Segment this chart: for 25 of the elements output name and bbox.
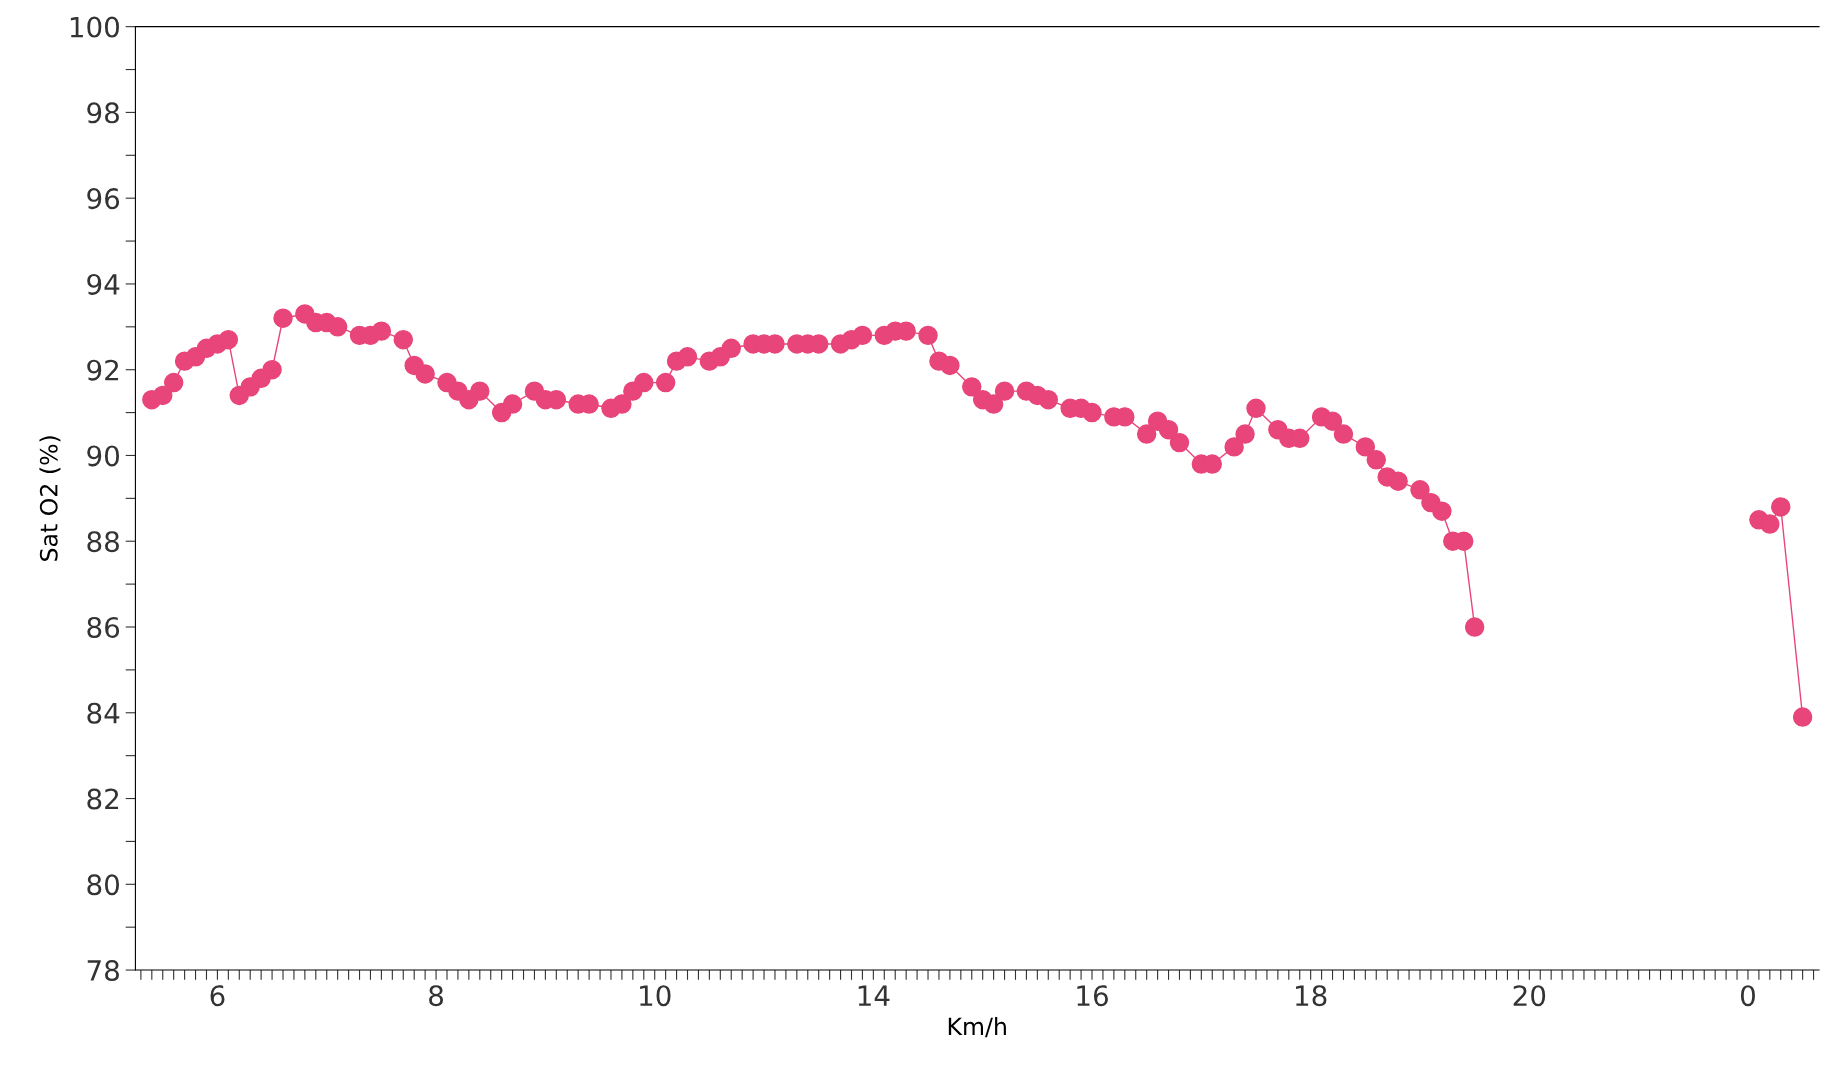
- y-tick-label: 80: [87, 874, 119, 896]
- y-tick-label: 94: [87, 273, 120, 295]
- x-axis-title: Km/h: [948, 1017, 1006, 1038]
- y-tick-label: 100: [70, 16, 119, 38]
- point: [1792, 707, 1813, 727]
- x-tick-label: 18: [1296, 985, 1327, 1007]
- point: [1771, 497, 1791, 517]
- y-tick-label: 88: [87, 531, 119, 553]
- y-tick-label: 84: [87, 702, 120, 724]
- y-axis-title: Sat O2 (%): [39, 436, 61, 561]
- y-tick-label: 90: [87, 445, 119, 467]
- x-tick-label: 14: [858, 985, 890, 1006]
- y-tick-label: 82: [87, 788, 119, 810]
- y-tick-label: 78: [87, 960, 119, 982]
- y-tick-label: 96: [87, 188, 120, 210]
- x-tick-label: 0: [1740, 985, 1755, 1007]
- x-tick-label: 20: [1513, 985, 1546, 1007]
- y-tick-label: 86: [87, 616, 120, 638]
- y-tick-label: 92: [87, 359, 119, 381]
- x-tick-label: 10: [640, 985, 671, 1007]
- x-tick-label: 6: [210, 985, 225, 1007]
- point: [1760, 514, 1780, 534]
- x-tick-label: 8: [429, 985, 443, 1007]
- x-tick-label: 16: [1077, 985, 1108, 1007]
- y-tick-label: 98: [87, 102, 119, 124]
